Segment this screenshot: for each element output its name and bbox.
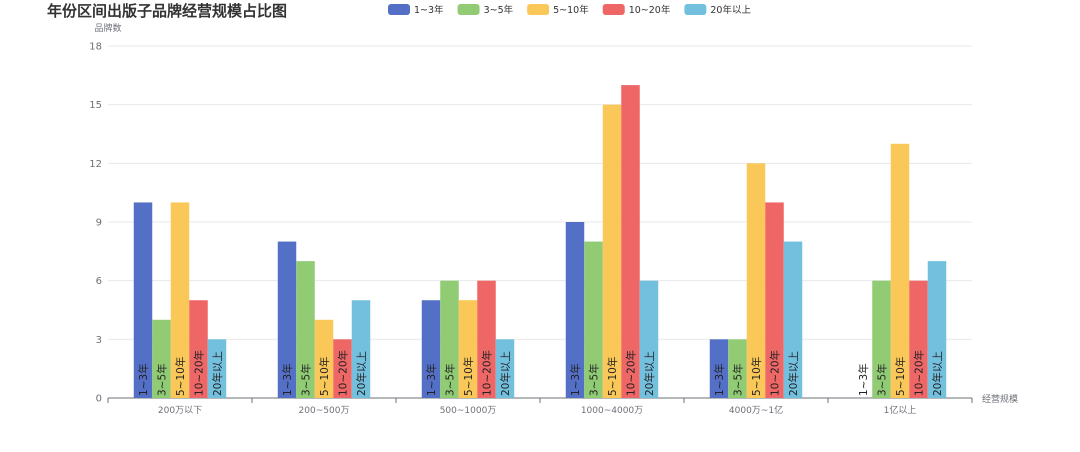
- legend-label-1: 3~5年: [484, 4, 514, 16]
- bar-series-label: 5~10年: [462, 357, 475, 396]
- bar-4-1: [728, 339, 747, 398]
- legend-label-3: 10~20年: [629, 4, 671, 16]
- bar-series-label: 20年以上: [211, 351, 224, 396]
- bar-series-label: 5~10年: [318, 357, 331, 396]
- bar-series-label: 5~10年: [750, 357, 763, 396]
- y-tick-label: 3: [96, 335, 102, 346]
- bar-series-label: 10~20年: [193, 350, 206, 396]
- bar-2-3: [477, 280, 496, 398]
- bar-3-3: [621, 85, 640, 398]
- bar-1-4: [351, 300, 371, 398]
- y-axis-label: 品牌数: [94, 22, 121, 34]
- bar-series-label: 1~3年: [425, 363, 438, 396]
- bar-5-1: [872, 280, 891, 398]
- bar-series-label: 1~3年: [569, 363, 582, 396]
- bar-series-label: 3~5年: [444, 363, 457, 396]
- bar-1-3: [333, 339, 352, 398]
- bar-series-label: 5~10年: [606, 357, 619, 396]
- bar-series-label: 10~20年: [625, 350, 638, 396]
- bar-1-1: [296, 261, 315, 398]
- bar-series-label: 20年以上: [355, 351, 368, 396]
- bar-2-4: [495, 339, 515, 398]
- bar-0-0: [133, 202, 153, 398]
- bar-3-4: [639, 280, 659, 398]
- bar-5-4: [927, 261, 947, 398]
- y-tick-label: 18: [89, 42, 102, 53]
- x-tick-label: 200~500万: [299, 406, 350, 416]
- bar-2-1: [440, 280, 459, 398]
- x-tick-label: 4000万~1亿: [729, 404, 783, 416]
- x-tick-label: 1亿以上: [884, 404, 917, 416]
- bar-5-2: [890, 143, 910, 398]
- bar-2-2: [458, 300, 478, 398]
- bar-series-label: 20年以上: [931, 351, 944, 396]
- bar-series-label: 20年以上: [787, 351, 800, 396]
- legend-swatch-0: [388, 4, 410, 15]
- legend-label-0: 1~3年: [414, 4, 444, 16]
- y-tick-label: 9: [96, 218, 102, 229]
- bar-4-3: [765, 202, 784, 398]
- y-tick-label: 12: [89, 159, 102, 170]
- bar-4-4: [783, 241, 803, 398]
- legend-swatch-4: [684, 4, 707, 15]
- legend-swatch-1: [457, 4, 480, 15]
- bar-series-label: 5~10年: [894, 357, 907, 396]
- bar-series-label: 20年以上: [499, 351, 512, 396]
- bar-series-label: 3~5年: [156, 363, 169, 396]
- bar-series-label: 3~5年: [876, 363, 889, 396]
- bar-2-0: [421, 300, 441, 398]
- legend-swatch-2: [527, 4, 550, 15]
- x-axis-label: 经营规模: [982, 393, 1018, 405]
- bar-series-label: 3~5年: [588, 363, 601, 396]
- bar-series-label: 20年以上: [643, 351, 656, 396]
- bar-1-2: [314, 319, 334, 398]
- bar-4-0: [709, 339, 729, 398]
- bar-series-label: 10~20年: [913, 350, 926, 396]
- bar-series-label: 10~20年: [769, 350, 782, 396]
- bar-5-3: [909, 280, 928, 398]
- bar-series-label: 3~5年: [300, 363, 313, 396]
- y-tick-label: 0: [96, 394, 102, 405]
- bar-4-2: [746, 163, 766, 398]
- bar-0-4: [207, 339, 227, 398]
- bar-0-2: [170, 202, 190, 398]
- bar-0-3: [189, 300, 208, 398]
- bar-series-label: 1~3年: [137, 363, 150, 396]
- y-tick-label: 15: [89, 100, 102, 111]
- x-tick-label: 1000~4000万: [581, 406, 643, 416]
- bar-series-label: 10~20年: [481, 350, 494, 396]
- bar-series-label: 3~5年: [732, 363, 745, 396]
- bar-3-1: [584, 241, 603, 398]
- bar-3-0: [565, 222, 585, 398]
- bar-series-label: 10~20年: [337, 350, 350, 396]
- bar-series-label: 5~10年: [174, 357, 187, 396]
- legend-label-2: 5~10年: [553, 4, 589, 16]
- bar-series-label: 1~3年: [857, 363, 870, 396]
- bar-series-label: 1~3年: [713, 363, 726, 396]
- legend-label-4: 20年以上: [710, 4, 751, 16]
- bar-0-1: [152, 319, 171, 398]
- x-tick-label: 500~1000万: [440, 406, 497, 416]
- chart-title: 年份区间出版子品牌经营规模占比图: [47, 2, 288, 20]
- bar-1-0: [277, 241, 297, 398]
- legend-swatch-3: [602, 4, 625, 15]
- bar-series-label: 1~3年: [281, 363, 294, 396]
- bar-3-2: [602, 104, 622, 399]
- x-tick-label: 200万以下: [158, 406, 202, 416]
- y-tick-label: 6: [96, 276, 102, 287]
